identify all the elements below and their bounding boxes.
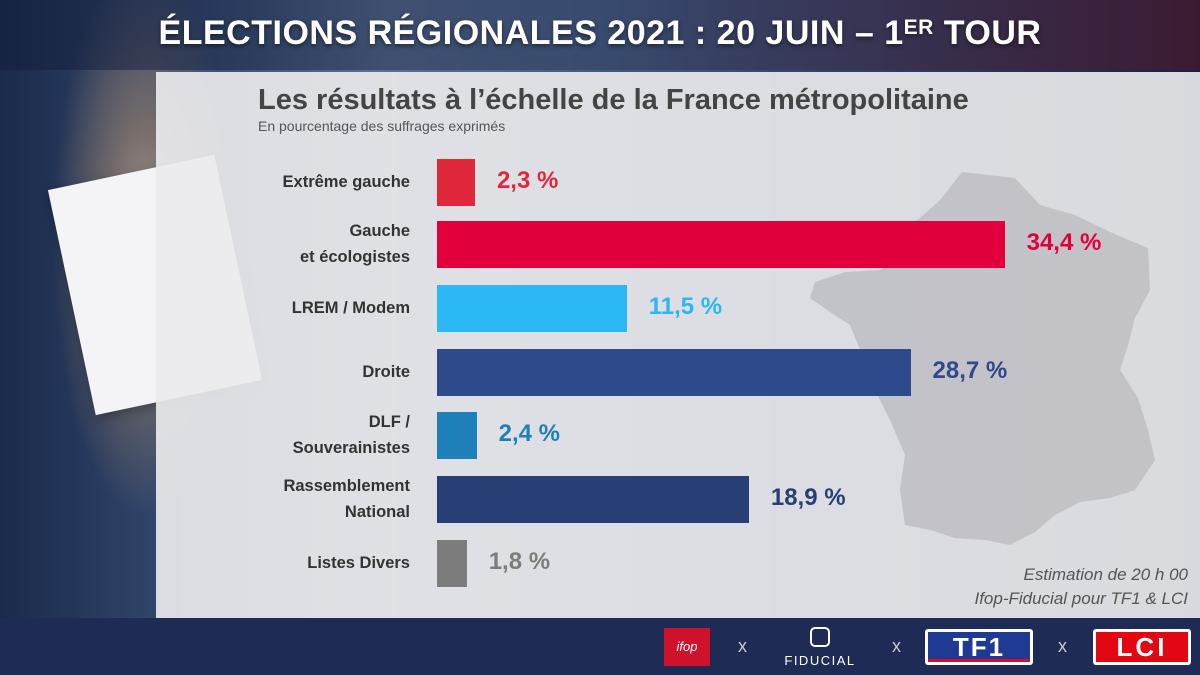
source-line-1: Estimation de 20 h 00	[1023, 565, 1188, 584]
category-label: LREM / Modem	[291, 299, 410, 317]
category-label: Droite	[362, 363, 410, 381]
bar	[437, 348, 911, 396]
main-title-end: TOUR	[933, 14, 1042, 52]
category-label: Listes Divers	[307, 554, 410, 572]
bar	[437, 284, 627, 332]
tf1-logo: TF1	[925, 629, 1033, 665]
logo-separator-2: x	[892, 636, 901, 656]
fiducial-logo-text: FIDUCIAL	[784, 653, 856, 668]
value-label: 18,9 %	[770, 484, 846, 511]
value-label: 11,5 %	[648, 293, 723, 320]
tf1-logo-text: TF1	[928, 632, 1030, 662]
value-label: 1,8 %	[488, 548, 551, 575]
main-title-superscript: ER	[903, 16, 934, 39]
chart-subtitle: En pourcentage des suffrages exprimés	[258, 118, 506, 134]
source-line-2: Ifop-Fiducial pour TF1 & LCI	[974, 589, 1188, 608]
ifop-logo: ifop	[664, 628, 710, 666]
bar	[437, 475, 749, 523]
value-label: 2,3 %	[496, 167, 559, 194]
fiducial-logo: FIDUCIAL	[775, 627, 865, 668]
value-label: 28,7 %	[932, 357, 1008, 384]
category-label: Rassemblement National	[283, 477, 410, 521]
main-title: ÉLECTIONS RÉGIONALES 2021 : 20 JUIN – 1E…	[0, 14, 1200, 53]
value-label: 2,4 %	[498, 420, 560, 447]
logo-separator-1: x	[738, 636, 747, 656]
logo-separator-3: x	[1058, 636, 1067, 656]
bar	[437, 539, 467, 587]
lci-logo-text: LCI	[1096, 632, 1188, 662]
category-label: Gauche et écologistes	[299, 222, 410, 266]
chart-title: Les résultats à l’échelle de la France m…	[258, 84, 969, 116]
category-label: DLF / Souverainistes	[292, 413, 410, 457]
lci-logo: LCI	[1093, 629, 1191, 665]
category-label: Extrême gauche	[282, 173, 410, 191]
title-bar	[0, 0, 1200, 70]
bar	[437, 220, 1005, 268]
bar	[437, 158, 475, 206]
value-label: 34,4 %	[1026, 229, 1102, 256]
fiducial-mark-icon	[810, 627, 830, 647]
bar	[437, 411, 477, 459]
source-note: Estimation de 20 h 00 Ifop-Fiducial pour…	[974, 563, 1188, 611]
main-title-text: ÉLECTIONS RÉGIONALES 2021 : 20 JUIN – 1	[158, 14, 904, 52]
